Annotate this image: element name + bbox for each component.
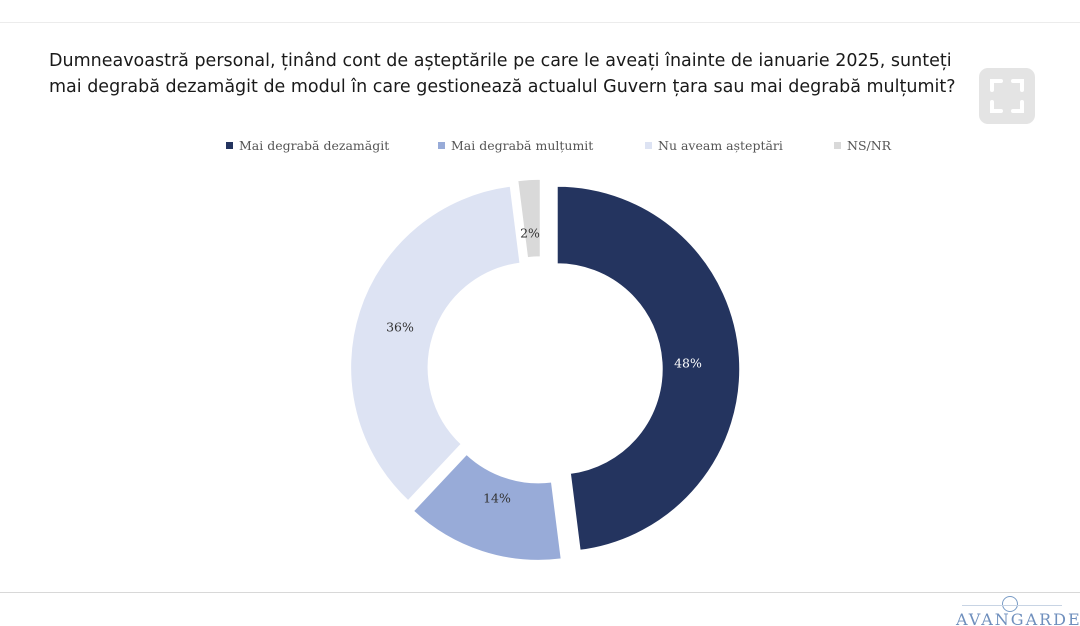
chart-legend: Mai degrabă dezamăgit Mai degrabă mulțumi… bbox=[0, 138, 1080, 158]
legend-item: NS/NR bbox=[834, 138, 891, 153]
legend-swatch bbox=[438, 142, 445, 149]
data-label: 48% bbox=[674, 356, 702, 371]
data-label: 36% bbox=[386, 320, 414, 335]
legend-swatch bbox=[226, 142, 233, 149]
logo-tagline-line bbox=[962, 605, 1062, 606]
legend-label: Nu aveam așteptări bbox=[658, 138, 783, 153]
legend-label: Mai degrabă mulțumit bbox=[451, 138, 594, 153]
donut-slice bbox=[349, 185, 522, 502]
legend-swatch bbox=[645, 142, 652, 149]
logo-mark-icon bbox=[1002, 596, 1018, 612]
legend-item: Nu aveam așteptări bbox=[645, 138, 783, 153]
legend-item: Mai degrabă mulțumit bbox=[438, 138, 593, 153]
logo-text: AVANGARDE bbox=[956, 610, 1080, 626]
legend-label: Mai degrabă dezamăgit bbox=[239, 138, 390, 153]
expand-icon bbox=[990, 79, 1024, 113]
chart-title: Dumneavoastră personal, ținând cont de a… bbox=[49, 51, 956, 97]
avangarde-logo: AVANGARDE bbox=[950, 596, 1080, 626]
top-divider bbox=[0, 22, 1080, 23]
legend-swatch bbox=[834, 142, 841, 149]
donut-slice bbox=[556, 185, 741, 552]
legend-label: NS/NR bbox=[847, 138, 892, 153]
data-label: 2% bbox=[520, 226, 540, 241]
legend-item: Mai degrabă dezamăgit bbox=[226, 138, 389, 153]
fullscreen-button[interactable] bbox=[979, 68, 1035, 124]
donut-slice bbox=[516, 178, 542, 259]
donut-slice bbox=[412, 453, 563, 562]
data-label: 14% bbox=[483, 491, 511, 506]
bottom-divider bbox=[0, 592, 1080, 593]
